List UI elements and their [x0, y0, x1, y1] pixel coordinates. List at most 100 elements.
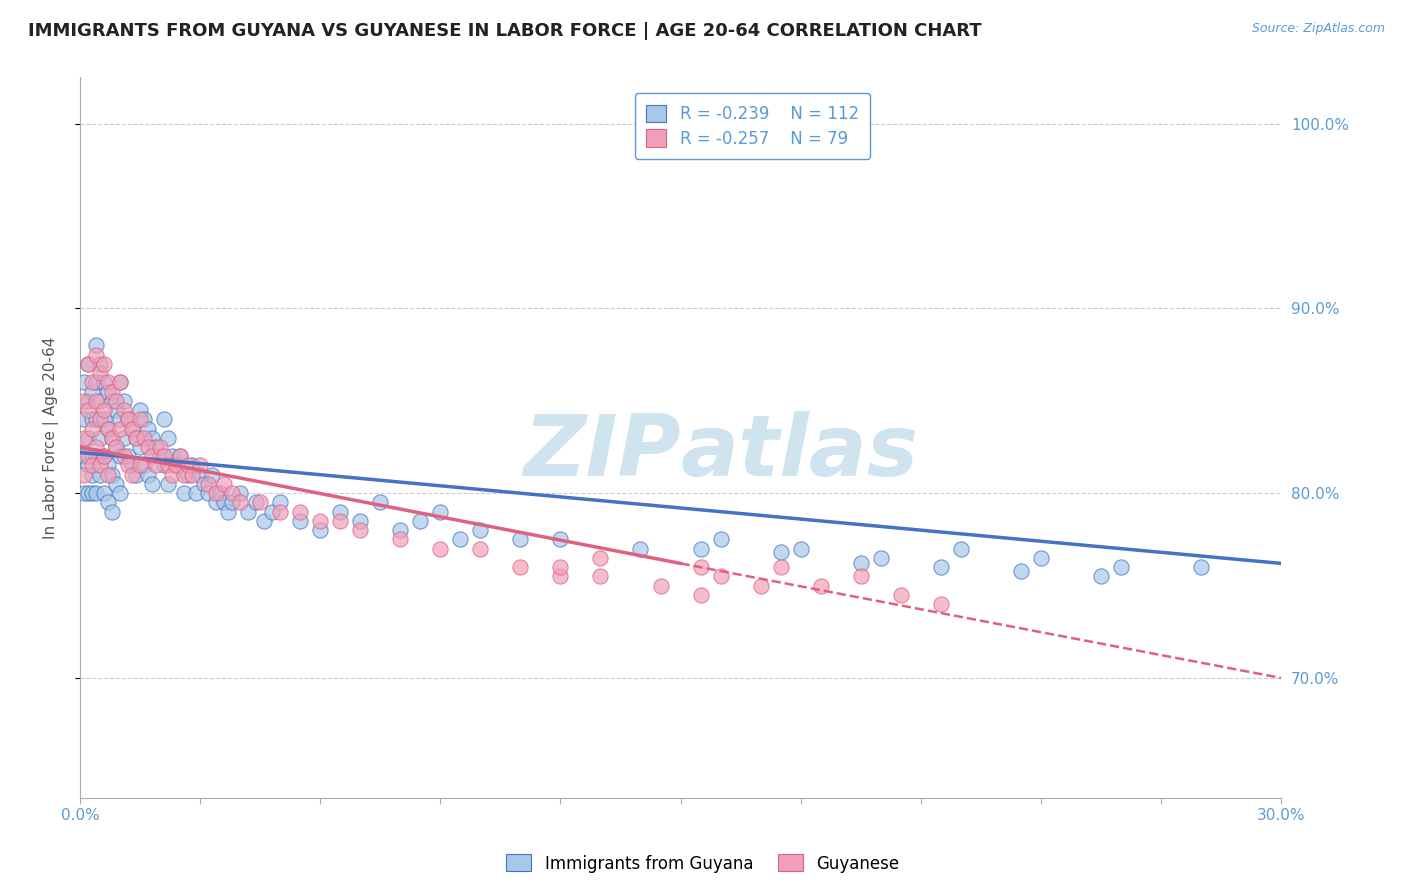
Point	[709, 533, 731, 547]
Point	[93, 403, 115, 417]
Point	[93, 486, 115, 500]
Point	[789, 541, 811, 556]
Point	[1109, 560, 1132, 574]
Point	[77, 449, 100, 463]
Point	[929, 597, 952, 611]
Point	[288, 514, 311, 528]
Point	[550, 560, 572, 574]
Point	[89, 366, 111, 380]
Point	[97, 376, 120, 390]
Point	[141, 477, 163, 491]
Point	[77, 357, 100, 371]
Point	[112, 393, 135, 408]
Point	[84, 449, 107, 463]
Point	[349, 523, 371, 537]
Point	[80, 486, 103, 500]
Point	[101, 384, 124, 399]
Point	[1010, 564, 1032, 578]
Point	[80, 376, 103, 390]
Point	[136, 467, 159, 482]
Point	[173, 467, 195, 482]
Point	[93, 449, 115, 463]
Point	[104, 393, 127, 408]
Point	[409, 514, 432, 528]
Point	[177, 458, 200, 473]
Point	[389, 523, 412, 537]
Point	[193, 477, 215, 491]
Point	[84, 486, 107, 500]
Point	[849, 569, 872, 583]
Point	[108, 449, 131, 463]
Point	[77, 393, 100, 408]
Point	[329, 505, 352, 519]
Point	[80, 458, 103, 473]
Point	[121, 458, 143, 473]
Point	[117, 449, 139, 463]
Point	[108, 421, 131, 435]
Legend: Immigrants from Guyana, Guyanese: Immigrants from Guyana, Guyanese	[499, 847, 907, 880]
Point	[221, 495, 243, 509]
Point	[329, 514, 352, 528]
Point	[132, 412, 155, 426]
Point	[245, 495, 267, 509]
Point	[129, 458, 152, 473]
Point	[112, 403, 135, 417]
Point	[309, 514, 332, 528]
Point	[197, 477, 219, 491]
Point	[89, 431, 111, 445]
Point	[769, 545, 792, 559]
Point	[136, 421, 159, 435]
Point	[77, 458, 100, 473]
Point	[810, 578, 832, 592]
Point	[104, 403, 127, 417]
Point	[125, 431, 148, 445]
Point	[84, 348, 107, 362]
Point	[650, 578, 672, 592]
Point	[689, 541, 711, 556]
Point	[890, 588, 912, 602]
Text: IMMIGRANTS FROM GUYANA VS GUYANESE IN LABOR FORCE | AGE 20-64 CORRELATION CHART: IMMIGRANTS FROM GUYANA VS GUYANESE IN LA…	[28, 22, 981, 40]
Text: Source: ZipAtlas.com: Source: ZipAtlas.com	[1251, 22, 1385, 36]
Point	[112, 431, 135, 445]
Point	[262, 505, 284, 519]
Point	[104, 440, 127, 454]
Point	[157, 458, 180, 473]
Point	[470, 523, 492, 537]
Point	[80, 449, 103, 463]
Point	[97, 421, 120, 435]
Point	[73, 412, 96, 426]
Point	[77, 431, 100, 445]
Point	[181, 458, 204, 473]
Point	[101, 431, 124, 445]
Point	[141, 431, 163, 445]
Point	[157, 431, 180, 445]
Point	[117, 412, 139, 426]
Point	[550, 533, 572, 547]
Point	[153, 458, 176, 473]
Point	[149, 440, 172, 454]
Point	[769, 560, 792, 574]
Point	[93, 412, 115, 426]
Point	[509, 533, 531, 547]
Point	[217, 505, 239, 519]
Point	[184, 486, 207, 500]
Point	[84, 412, 107, 426]
Point	[201, 467, 224, 482]
Point	[589, 569, 612, 583]
Point	[121, 467, 143, 482]
Point	[249, 495, 271, 509]
Point	[849, 557, 872, 571]
Point	[108, 412, 131, 426]
Point	[205, 495, 228, 509]
Point	[550, 569, 572, 583]
Point	[97, 384, 120, 399]
Point	[269, 505, 291, 519]
Point	[145, 458, 167, 473]
Point	[949, 541, 972, 556]
Point	[80, 384, 103, 399]
Point	[104, 440, 127, 454]
Point	[97, 495, 120, 509]
Point	[73, 467, 96, 482]
Point	[101, 505, 124, 519]
Point	[132, 431, 155, 445]
